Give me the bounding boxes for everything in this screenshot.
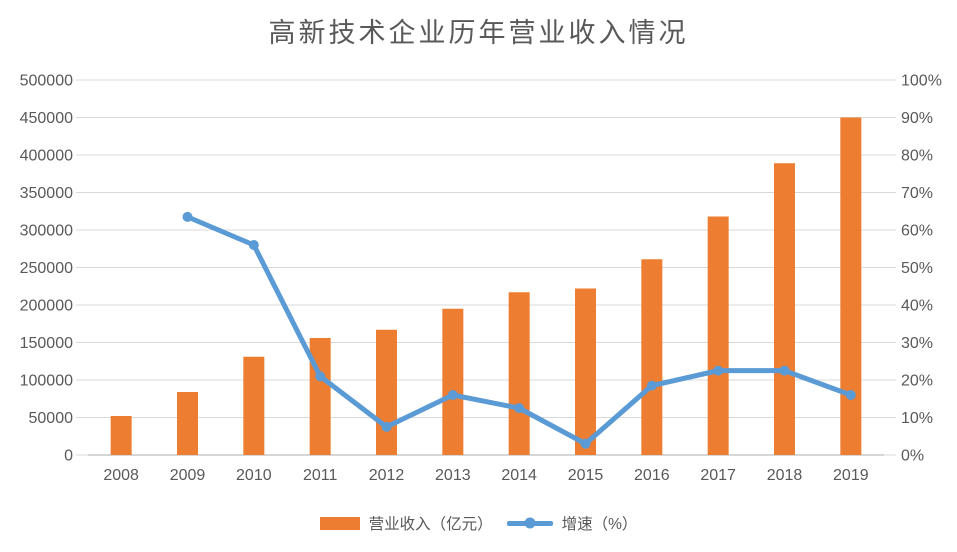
legend-label-revenue: 营业收入（亿元） — [368, 516, 493, 533]
chart-legend: 营业收入（亿元） 增速（%） — [0, 513, 957, 533]
right-axis-label: 40% — [901, 298, 933, 315]
bar-2012 — [376, 329, 397, 455]
right-axis-label: 60% — [901, 223, 933, 240]
bar-2013 — [442, 308, 464, 455]
legend-label-growth: 增速（%） — [561, 516, 638, 533]
bar-2015 — [575, 288, 596, 455]
legend-item-revenue: 营业收入（亿元） — [319, 512, 493, 534]
right-axis-label: 30% — [901, 335, 933, 352]
growth-line-marker-2019 — [845, 390, 856, 400]
growth-line-marker-2010 — [248, 240, 259, 250]
growth-line-marker-2013 — [447, 390, 458, 400]
x-axis-label-2011: 2011 — [303, 467, 338, 484]
right-axis-label: 90% — [901, 110, 933, 127]
legend-line-dot-icon — [524, 517, 536, 529]
left-axis-label: 450000 — [20, 110, 73, 127]
bar-2009 — [177, 392, 198, 455]
bar-2014 — [508, 292, 530, 455]
x-axis-label-2013: 2013 — [435, 467, 471, 484]
chart-plot-area: 0 0% 50000 10% 100000 20% 150000 30% 200000 40% 25… — [20, 73, 942, 485]
growth-line-marker-2011 — [315, 371, 326, 382]
x-axis-label-2010: 2010 — [236, 467, 272, 484]
right-axis-label: 100% — [901, 73, 942, 90]
left-axis-label: 100000 — [20, 373, 73, 390]
x-axis-label-2019: 2019 — [833, 467, 869, 484]
growth-line-marker-2014 — [514, 403, 525, 414]
x-axis-label-2009: 2009 — [170, 467, 206, 484]
bar-2019 — [840, 117, 862, 455]
left-axis-label: 500000 — [20, 73, 73, 90]
x-axis-label-2014: 2014 — [501, 467, 537, 484]
x-axis-label-2008: 2008 — [103, 467, 139, 484]
growth-line-marker-2012 — [381, 421, 392, 432]
growth-line-marker-2018 — [779, 365, 790, 376]
right-axis-label: 80% — [901, 148, 933, 165]
right-axis-label: 20% — [901, 373, 933, 390]
bar-2018 — [774, 163, 795, 455]
bar-2016 — [641, 259, 663, 455]
left-axis-label: 0 — [64, 448, 73, 465]
legend-bar-swatch — [319, 516, 360, 530]
legend-line-swatch — [506, 517, 553, 529]
left-axis-label: 300000 — [20, 223, 73, 240]
bar-2010 — [243, 356, 265, 455]
right-axis-label: 50% — [901, 260, 933, 277]
right-axis-label: 10% — [901, 410, 933, 427]
left-axis-label: 150000 — [20, 335, 73, 352]
chart-title: 高新技术企业历年营业收入情况 — [268, 18, 689, 48]
legend-item-growth: 增速（%） — [506, 512, 638, 534]
left-axis-label: 200000 — [20, 298, 73, 315]
left-axis-label: 250000 — [20, 260, 73, 277]
growth-line-marker-2015 — [580, 438, 591, 449]
bar-2008 — [110, 416, 132, 455]
growth-line-marker-2009 — [182, 211, 193, 222]
x-axis-label-2012: 2012 — [369, 467, 405, 484]
left-axis-label: 50000 — [29, 410, 74, 427]
bar-2011 — [309, 338, 331, 455]
growth-line-marker-2017 — [713, 365, 724, 376]
x-axis-label-2018: 2018 — [767, 467, 803, 484]
bar-2017 — [707, 216, 729, 455]
left-axis-label: 350000 — [20, 185, 73, 202]
x-axis-label-2015: 2015 — [568, 467, 604, 484]
x-axis-label-2017: 2017 — [700, 467, 736, 484]
growth-line-marker-2016 — [646, 380, 657, 391]
x-axis-label-2016: 2016 — [634, 467, 670, 484]
right-axis-label: 0% — [901, 448, 924, 465]
right-axis-label: 70% — [901, 185, 933, 202]
left-axis-label: 400000 — [20, 148, 73, 165]
